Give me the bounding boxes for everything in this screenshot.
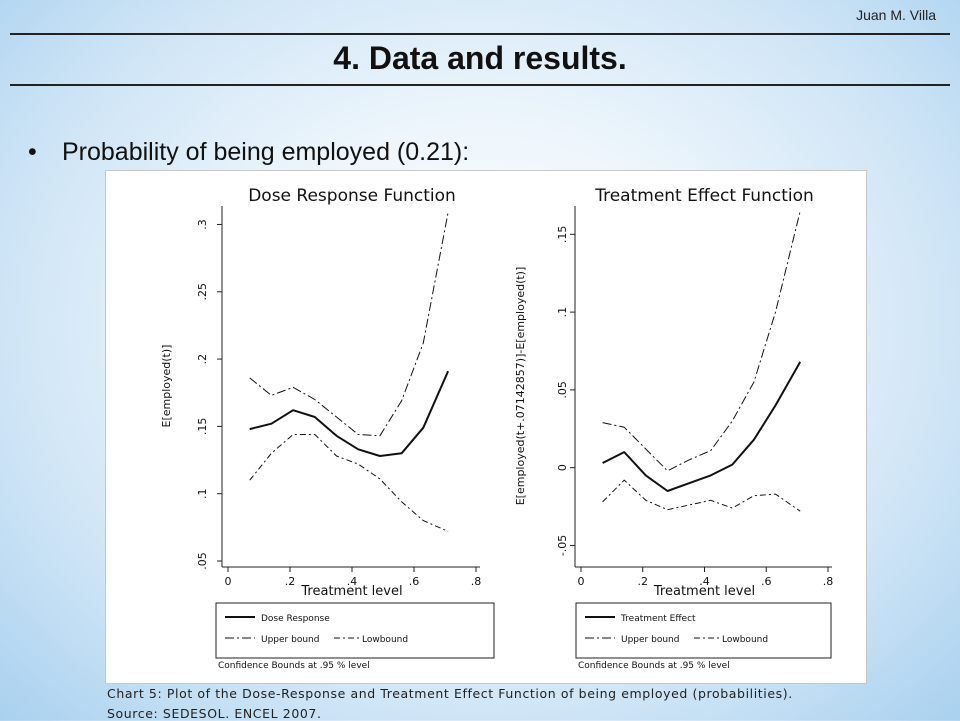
chart-canvas: Dose Response Function .05 .1 .15 .2 .25 .3 0 .2…	[160, 186, 834, 671]
header-rule-bottom	[10, 84, 950, 86]
header-rule-top	[10, 33, 950, 35]
y-tick-label: .1	[556, 307, 569, 318]
legend-label: Lowbound	[362, 635, 408, 645]
x-tick-label: .8	[471, 575, 482, 588]
chart-title: Treatment Effect Function	[594, 186, 814, 206]
legend-label: Lowbound	[722, 635, 768, 645]
x-tick-label: 0	[578, 575, 585, 588]
chart-figure: Dose Response Function .05 .1 .15 .2 .25 .3 0 .2…	[105, 170, 867, 684]
legend-label: Treatment Effect	[620, 614, 696, 624]
legend-note: Confidence Bounds at .95 % level	[218, 661, 370, 671]
y-tick-label: .3	[196, 219, 209, 230]
legend-box	[215, 602, 495, 659]
series-line-upper-bound	[249, 212, 449, 437]
bullet-item: • Probability of being employed (0.21):	[28, 138, 469, 167]
series-line-main	[249, 370, 450, 457]
y-tick-label: .15	[196, 418, 209, 436]
slide-title: 4. Data and results.	[333, 40, 627, 76]
series-line-lower-bound	[602, 479, 801, 512]
legend-note: Confidence Bounds at .95 % level	[578, 661, 730, 671]
y-tick-label: .15	[556, 226, 569, 244]
chart-source: Source: SEDESOL. ENCEL 2007.	[107, 706, 322, 721]
x-tick-label: .2	[285, 575, 296, 588]
bullet-text: Probability of being employed (0.21):	[62, 138, 470, 166]
legend-label: Upper bound	[261, 635, 319, 645]
x-tick-label: .6	[409, 575, 420, 588]
y-tick-label: -.05	[556, 535, 569, 556]
y-axis-label: E[employed(t)]	[160, 345, 173, 428]
x-tick-label: .2	[638, 575, 649, 588]
y-tick-label: .2	[196, 354, 209, 365]
x-tick-label: .6	[761, 575, 772, 588]
y-tick-label: .25	[196, 283, 209, 301]
legend-box	[575, 602, 832, 659]
x-axis-label: Treatment level	[653, 584, 755, 599]
chart-caption: Chart 5: Plot of the Dose-Response and T…	[107, 686, 793, 701]
series-line-main	[602, 361, 802, 492]
x-tick-label: .4	[347, 575, 358, 588]
series-line-lower-bound	[249, 434, 449, 532]
bullet-icon: •	[28, 138, 37, 166]
y-tick-label: .05	[196, 552, 209, 570]
y-tick-label: .05	[556, 381, 569, 399]
x-axis-label: Treatment level	[300, 584, 402, 599]
x-tick-label: .4	[699, 575, 710, 588]
y-tick-label: .1	[196, 488, 209, 499]
y-tick-label: 0	[556, 464, 569, 471]
x-tick-label: .8	[823, 575, 834, 588]
y-axis-label: E[employed(t+.07142857)]-E[employed(t)]	[514, 267, 527, 506]
chart-title: Dose Response Function	[248, 186, 456, 206]
legend-label: Upper bound	[621, 635, 679, 645]
legend-label: Dose Response	[261, 614, 330, 624]
series-line-upper-bound	[602, 210, 801, 472]
x-tick-label: 0	[225, 575, 232, 588]
author-name: Juan M. Villa	[856, 7, 936, 23]
